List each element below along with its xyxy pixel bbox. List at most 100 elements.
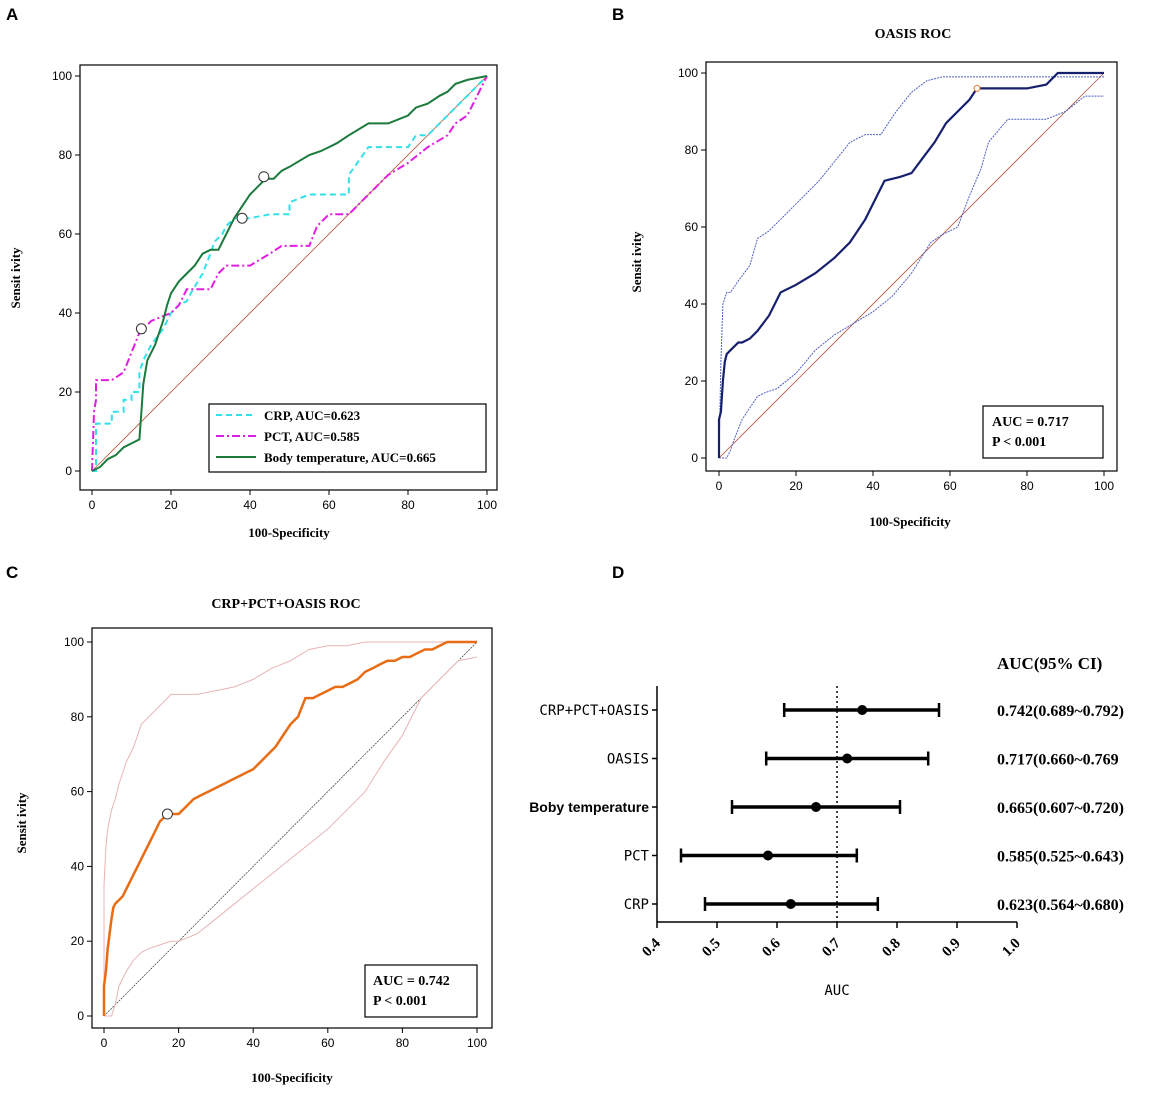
cutoff-marker: [135, 323, 147, 335]
panel-letter-d: D: [612, 563, 624, 582]
panel-letter-c: C: [6, 563, 18, 582]
y-tick-label: 0: [691, 451, 698, 465]
panel-b-stat-box: [982, 405, 1104, 459]
panel-b-ylabel: Sensit ivity: [629, 231, 644, 293]
ci-value-text: 0.665(0.607~0.720): [997, 800, 1124, 817]
panel-b-frame: [705, 61, 1118, 472]
x-tick-label: 20: [789, 479, 803, 493]
panel-d-ci-header: AUC(95% CI): [997, 654, 1102, 673]
legend-label: Body temperature, AUC=0.665: [264, 450, 436, 465]
x-tick-label: 80: [396, 1036, 410, 1050]
row-label: CRP: [624, 897, 649, 913]
panel-c-frame: [91, 627, 493, 1029]
x-tick-label: 0: [716, 479, 723, 493]
auc-point: [785, 899, 796, 909]
y-tick-label: 40: [685, 297, 699, 311]
panel-b-title: OASIS ROC: [875, 27, 952, 42]
x-tick-label: 80: [401, 498, 415, 512]
x-tick-label: 0.8: [879, 936, 904, 961]
panel-c-ylabel: Sensit ivity: [14, 792, 29, 854]
y-tick-label: 20: [685, 374, 699, 388]
panel-a-ylabel: Sensit ivity: [8, 247, 23, 309]
y-tick-label: 100: [64, 635, 84, 649]
x-tick-label: 80: [1020, 479, 1034, 493]
panel-a-legend: CRP, AUC=0.623 PCT, AUC=0.585 Body tempera…: [208, 403, 487, 473]
diagonal-reference-line: [103, 641, 478, 1017]
auc-point: [763, 850, 773, 861]
diagonal-reference-line: [718, 72, 1105, 459]
y-tick-label: 20: [59, 385, 73, 399]
y-tick-label: 40: [71, 859, 85, 873]
cutoff-marker: [973, 84, 981, 92]
y-tick-label: 100: [678, 66, 698, 80]
x-tick-label: 0: [89, 498, 96, 512]
panel-c-roc-chart: 0 0 20 20 40 40 60 60 80 80 100 100 Sensit ivity 10…: [14, 627, 493, 1085]
roc-curve: [102, 640, 477, 1016]
cutoff-marker: [258, 171, 270, 183]
panel-a-roc-chart: 0 0 20 20 40 40 60 60 80 80 100 100 Sensit ivity 10…: [8, 64, 498, 540]
series-line: [91, 75, 488, 472]
ci-value-text: 0.585(0.525~0.643): [997, 849, 1124, 866]
panel-a-frame: [79, 64, 498, 491]
panel-a-xlabel: 100-Specificity: [248, 525, 330, 540]
legend-box: [208, 403, 487, 473]
roc-curve: [717, 71, 1104, 458]
row-label: CRP+PCT+OASIS: [539, 703, 649, 719]
legend-label: PCT, AUC=0.585: [264, 429, 360, 444]
panel-c-xlabel: 100-Specificity: [251, 1070, 333, 1085]
x-tick-label: 40: [243, 498, 257, 512]
x-tick-label: 60: [943, 479, 957, 493]
y-tick-label: 20: [71, 934, 85, 948]
y-tick-label: 80: [685, 143, 699, 157]
diagonal-reference-line: [91, 75, 488, 472]
auc-point: [857, 705, 868, 715]
row-label: OASIS: [607, 752, 649, 768]
x-tick-label: 0.7: [819, 935, 844, 960]
series-line: [91, 75, 488, 472]
lower-ci-line: [719, 95, 1104, 459]
legend-label: CRP, AUC=0.623: [264, 408, 361, 423]
y-tick-label: 100: [52, 69, 72, 83]
x-tick-label: 40: [247, 1036, 261, 1050]
x-tick-label: 60: [321, 1036, 335, 1050]
panel-letter-b: B: [612, 5, 624, 24]
ci-value-text: 0.623(0.564~0.680): [997, 897, 1124, 914]
x-tick-label: 100: [1094, 479, 1114, 493]
x-tick-label: 0.5: [699, 936, 724, 961]
lower-ci-line: [104, 656, 478, 1017]
row-label: Boby temperature: [529, 799, 649, 815]
y-tick-label: 80: [59, 148, 73, 162]
x-tick-label: 20: [172, 1036, 186, 1050]
series-line: [92, 75, 488, 472]
panel-b-xlabel: 100-Specificity: [869, 514, 951, 529]
y-tick-label: 60: [685, 220, 699, 234]
upper-ci-line: [718, 76, 1104, 459]
auc-point: [811, 802, 821, 812]
panel-c-p: P < 0.001: [373, 994, 427, 1009]
ci-value-text: 0.717(0.660~0.769: [997, 752, 1119, 769]
y-tick-label: 0: [77, 1009, 84, 1023]
x-tick-label: 40: [866, 479, 880, 493]
panel-letter-a: A: [6, 5, 18, 24]
ci-value-text: 0.742(0.689~0.792): [997, 703, 1124, 720]
y-tick-label: 80: [71, 710, 85, 724]
y-tick-label: 0: [65, 464, 72, 478]
x-tick-label: 100: [477, 498, 497, 512]
panel-b-roc-chart: 0 0 20 20 40 40 60 60 80 80 100 100 Sensit ivity 10…: [629, 61, 1118, 529]
x-tick-label: 0: [101, 1036, 108, 1050]
x-tick-label: 1.0: [999, 936, 1024, 961]
panel-d-forest-plot: AUC(95% CI) 0.4 0.5 0.6 0.7 0.8 0.9 1.0 CRP+PCT…: [529, 654, 1124, 999]
panel-c-stat-box: [364, 964, 478, 1018]
panel-b-auc: AUC = 0.717: [992, 415, 1069, 430]
auc-point: [842, 753, 853, 764]
panel-c-auc: AUC = 0.742: [373, 974, 450, 989]
upper-ci-line: [103, 641, 477, 1016]
y-tick-label: 40: [59, 306, 73, 320]
x-tick-label: 60: [322, 498, 336, 512]
x-tick-label: 100: [467, 1036, 487, 1050]
panel-c-title: CRP+PCT+OASIS ROC: [211, 597, 360, 612]
x-tick-label: 0.6: [759, 935, 784, 960]
x-tick-label: 0.4: [639, 935, 664, 960]
x-tick-label: 20: [164, 498, 178, 512]
